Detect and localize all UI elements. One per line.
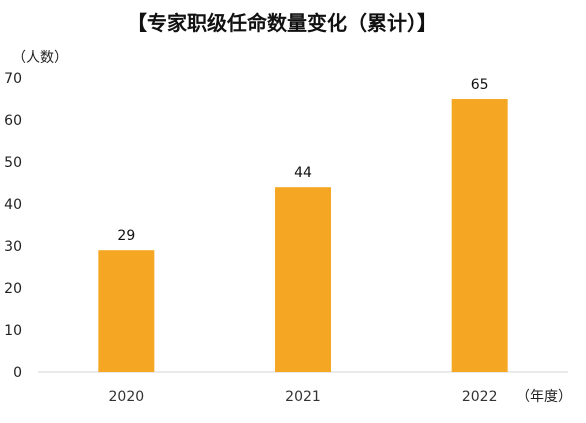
y-axis: 0 10 20 30 40 50 60 70 (4, 71, 22, 381)
data-label-2020: 29 (117, 228, 135, 244)
y-tick-label: 60 (4, 113, 22, 129)
x-axis-label: （年度） (516, 389, 572, 405)
y-tick-label: 0 (13, 365, 22, 381)
y-tick-label: 50 (4, 155, 22, 171)
y-axis-label: （人数） (12, 50, 68, 66)
x-tick-label-2022: 2022 (462, 389, 498, 405)
chart-title: 【专家职级任命数量变化（累计）】 (127, 11, 437, 35)
y-tick-label: 40 (4, 197, 22, 213)
data-label-2022: 65 (471, 77, 489, 93)
data-label-2021: 44 (294, 165, 312, 181)
x-tick-label-2020: 2020 (109, 389, 145, 405)
x-tick-label-2021: 2021 (285, 389, 321, 405)
y-tick-label: 70 (4, 71, 22, 87)
data-labels-group: 29 44 65 (117, 77, 488, 244)
bar-2020 (98, 250, 155, 372)
bar-2022 (451, 99, 508, 372)
bars-group (98, 99, 508, 372)
y-tick-label: 10 (4, 323, 22, 339)
x-axis: 2020 2021 2022 (109, 389, 498, 405)
y-tick-label: 20 (4, 281, 22, 297)
y-tick-label: 30 (4, 239, 22, 255)
bar-2021 (275, 187, 331, 372)
